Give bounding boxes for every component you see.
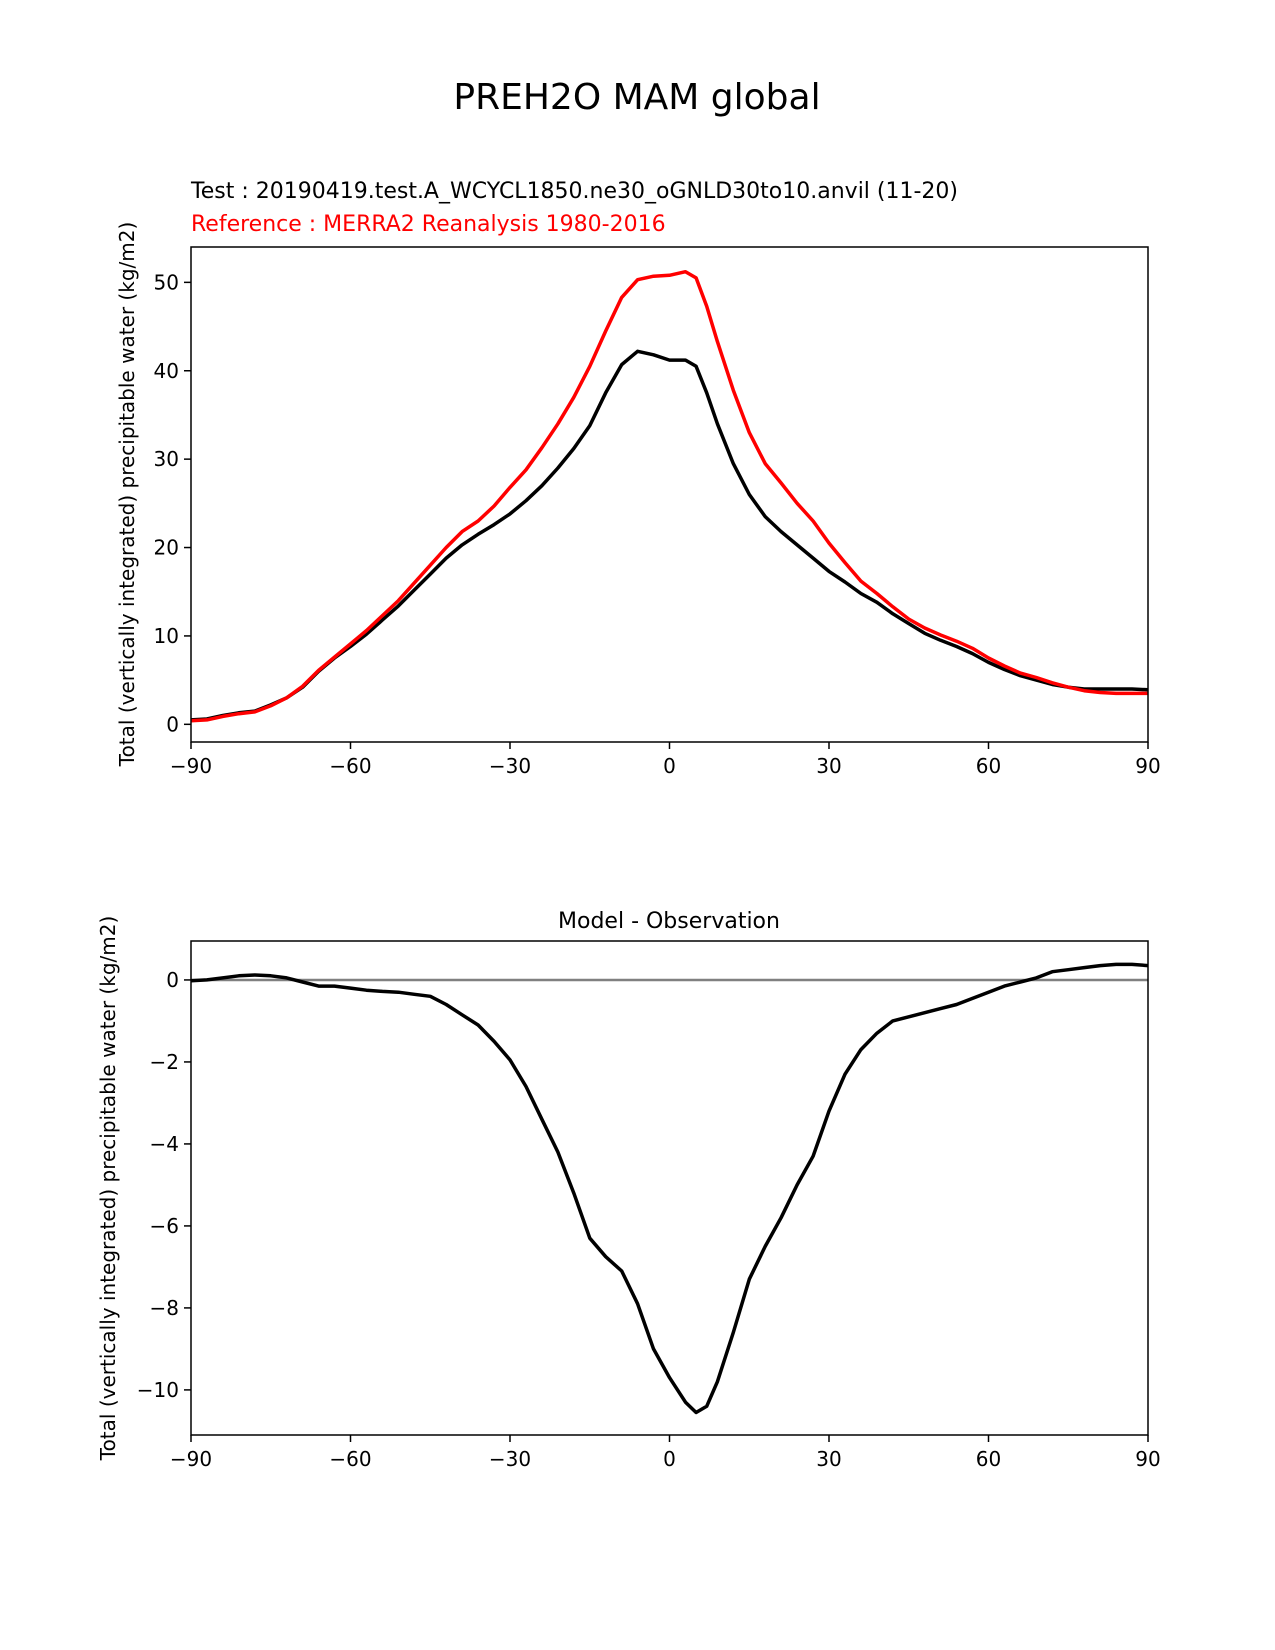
top-series-reference: [190, 269, 1148, 723]
bottom-ytick-label: −6: [150, 1214, 179, 1238]
top-xtick-label: 60: [976, 754, 1001, 778]
figure-suptitle: PREH2O MAM global: [453, 77, 820, 118]
bottom-xtick-label: 30: [816, 1447, 841, 1471]
bottom-ytick-label: −10: [137, 1378, 179, 1402]
top-title-reference: Reference : MERRA2 Reanalysis 1980-2016: [191, 212, 666, 237]
bottom-series-model-observation: [190, 962, 1149, 1415]
bottom-ytick-label: −4: [150, 1132, 179, 1156]
bottom-plot: Model - Observation −90 −60 −30 0 30 60 900−2−…: [96, 909, 1161, 1471]
bottom-xtick-label: −30: [489, 1447, 531, 1471]
bottom-xtick-label: 90: [1135, 1447, 1160, 1471]
top-ytick-label: 10: [154, 624, 179, 648]
top-xtick-label: −90: [170, 754, 212, 778]
top-plot-marks: [190, 269, 1149, 723]
top-axes: −90 −60 −30 0 30 60 90 0 10 20 30 40 50: [154, 270, 1161, 778]
bottom-ytick-label: −2: [150, 1050, 179, 1074]
bottom-ytick-label: 0: [166, 968, 179, 992]
bottom-xtick-label: −60: [329, 1447, 371, 1471]
bottom-axes: −90 −60 −30 0 30 60 90 0 −2 −4 −6 −8 −10: [137, 968, 1161, 1471]
top-ytick-label: 50: [154, 270, 179, 294]
top-title-test: Test : 20190419.test.A_WCYCL1850.ne30_oG…: [190, 179, 958, 204]
top-xtick-label: 30: [816, 754, 841, 778]
bottom-xtick-label: 0: [663, 1447, 676, 1471]
top-series-test: [190, 349, 1149, 722]
top-plot: Test : 20190419.test.A_WCYCL1850.ne30_oG…: [115, 179, 1161, 778]
top-ytick-label: 0: [166, 712, 179, 736]
top-xtick-label: −30: [489, 754, 531, 778]
bottom-ylabel: Total (vertically integrated) precipitab…: [96, 916, 120, 1462]
top-ytick-label: 40: [154, 359, 179, 383]
bottom-plot-marks: [190, 962, 1149, 1415]
top-ylabel: Total (vertically integrated) precipitab…: [115, 222, 139, 768]
top-xtick-label: 90: [1135, 754, 1160, 778]
top-xtick-label: 0: [663, 754, 676, 778]
bottom-xtick-label: 60: [976, 1447, 1001, 1471]
bottom-xtick-label: −90: [170, 1447, 212, 1471]
top-xtick-label: −60: [329, 754, 371, 778]
bottom-ytick-label: −8: [150, 1296, 179, 1320]
bottom-title: Model - Observation: [558, 909, 780, 934]
top-ytick-label: 30: [154, 447, 179, 471]
top-ytick-label: 20: [154, 536, 179, 560]
